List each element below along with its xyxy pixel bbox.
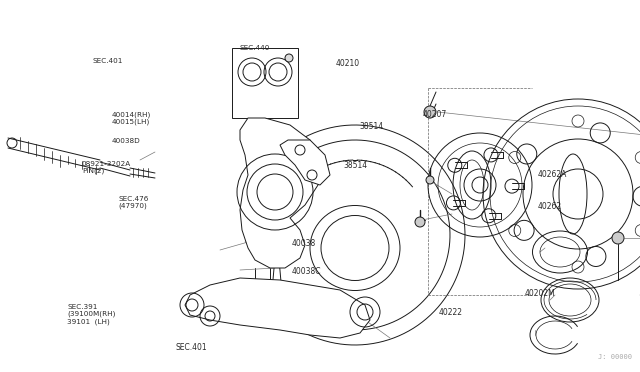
Text: 08921-3202A
PIN(2): 08921-3202A PIN(2) bbox=[82, 161, 131, 174]
Text: SEC.476
(47970): SEC.476 (47970) bbox=[118, 196, 148, 209]
Text: 40038C: 40038C bbox=[291, 267, 321, 276]
Ellipse shape bbox=[310, 205, 400, 291]
Polygon shape bbox=[271, 125, 465, 345]
Text: SEC.391
(39100M(RH)
39101  (LH): SEC.391 (39100M(RH) 39101 (LH) bbox=[67, 304, 116, 325]
Polygon shape bbox=[245, 295, 280, 318]
Circle shape bbox=[612, 232, 624, 244]
Text: 40262: 40262 bbox=[538, 202, 562, 211]
Circle shape bbox=[426, 176, 434, 184]
Text: 40038: 40038 bbox=[291, 239, 316, 248]
Circle shape bbox=[415, 217, 425, 227]
Circle shape bbox=[285, 54, 293, 62]
Text: SEC.401: SEC.401 bbox=[176, 343, 207, 352]
Text: SEC.401: SEC.401 bbox=[93, 58, 123, 64]
Polygon shape bbox=[232, 48, 298, 118]
Text: 40210: 40210 bbox=[336, 60, 360, 68]
Circle shape bbox=[424, 106, 436, 118]
Polygon shape bbox=[240, 118, 320, 268]
Text: SEC.440: SEC.440 bbox=[240, 45, 270, 51]
Text: 40038D: 40038D bbox=[112, 138, 141, 144]
Text: 40207: 40207 bbox=[422, 110, 447, 119]
Text: 38514: 38514 bbox=[344, 161, 368, 170]
Polygon shape bbox=[280, 140, 330, 185]
Text: 40222: 40222 bbox=[438, 308, 463, 317]
Text: 40014(RH)
40015(LH): 40014(RH) 40015(LH) bbox=[112, 111, 151, 125]
Text: 40262A: 40262A bbox=[538, 170, 567, 179]
Text: 38514: 38514 bbox=[360, 122, 384, 131]
Polygon shape bbox=[185, 278, 370, 338]
Text: J: 00000: J: 00000 bbox=[598, 354, 632, 360]
Text: 40202M: 40202M bbox=[525, 289, 556, 298]
